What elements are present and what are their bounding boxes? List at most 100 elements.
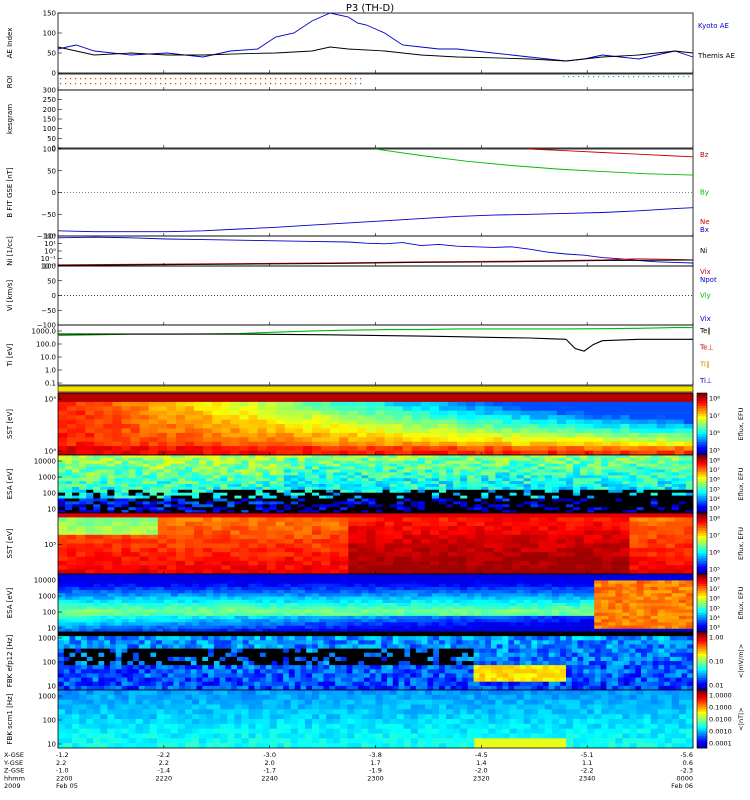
spectrogram-cell [530,492,539,496]
spectrogram-cell [85,428,95,434]
spectrogram-cell [269,463,278,467]
spectrogram-cell [656,450,667,456]
sst2-colorbar-label: 10⁷ [709,532,720,540]
esa1-colorbar-cell [697,464,707,468]
spectrogram-cell [484,406,494,412]
spectrogram-cell [276,606,285,610]
spectrogram-cell [446,475,454,479]
spectrogram-cell [375,615,383,620]
spectrogram-cell [163,498,172,502]
spectrogram-cell [354,507,362,511]
roi-dot [245,83,247,85]
spectrogram-cell [79,615,87,620]
spectrogram-cell [220,501,228,505]
spectrogram-cell [375,489,383,494]
spectrogram-cell [529,513,540,518]
spectrogram-cell [620,539,630,544]
spectrogram-cell [674,393,685,398]
spectrogram-cell [396,498,405,502]
spectrogram-cell [520,539,531,544]
spectrogram-cell [330,534,340,540]
spectrogram-cell [538,393,549,398]
spectrogram-cell [128,504,137,508]
density-ylabel: Ni [1/cc] [6,236,14,266]
spectrogram-cell [290,466,299,470]
spectrogram-cell [326,472,334,476]
spectrogram-cell [212,428,222,434]
spectrogram-cell [156,628,165,633]
spectrogram-cell [312,492,320,496]
spectrogram-cell [304,609,313,613]
spectrogram-cell [321,446,331,451]
spectrogram-cell [333,590,341,594]
spectrogram-cell [393,406,404,412]
spectrogram-cell [573,501,581,505]
spectrogram-cell [248,612,256,617]
spectrogram-cell [368,510,376,514]
spectrogram-cell [366,547,376,553]
spectrogram-cell [357,547,367,553]
spectrogram-cell [312,484,320,488]
spectrogram-cell [248,596,256,601]
spectrogram-cell [213,606,221,610]
spectrogram-cell [241,590,249,594]
spectrogram-cell [76,517,86,523]
spectrogram-cell [347,469,355,473]
spectrogram-cell [375,510,383,514]
spectrogram-cell [446,455,454,459]
spectrogram-cell [339,397,349,403]
spectrogram-cell [304,481,313,485]
esa1-colorbar-label: 10³ [709,505,720,513]
spectrogram-cell [608,486,616,491]
spectrogram-cell [192,619,200,623]
spectrogram-cell [192,484,200,488]
spectrogram-cell [275,565,286,571]
spectrogram-cell [257,543,268,549]
spectrogram-cell [227,583,235,588]
spectrogram-cell [241,478,249,482]
roi-dot [140,78,142,80]
spectrogram-cell [269,609,278,613]
roi-dot [678,76,680,78]
spectrogram-cell [107,486,115,491]
spectrogram-cell [685,478,694,482]
spectrogram-cell [643,492,652,496]
spectrogram-cell [284,397,295,403]
spectrogram-cell [85,530,95,536]
spectrogram-cell [312,628,320,633]
spectrogram-cell [142,457,151,462]
spectrogram-cell [429,526,440,531]
spectrogram-cell [493,517,503,523]
roi-dot [325,78,327,80]
spectrogram-cell [439,530,449,536]
sst1-ytick-label: 10⁵ [44,396,56,404]
spectrogram-cell [608,478,616,482]
spectrogram-cell [290,574,299,578]
roi-dot [345,78,347,80]
spectrogram-cell [424,484,433,488]
spectrogram-cell [192,478,200,482]
spectrogram-cell [683,556,694,562]
spectrogram-cell [241,510,249,514]
spectrogram-cell [537,455,546,459]
spectrogram-cell [488,475,496,479]
spectrogram-cell [566,446,576,451]
spectrogram-cell [403,510,412,514]
sst2-colorbar-label: 10⁸ [709,515,720,523]
spectrogram-cell [544,463,553,467]
spectrogram-cell [340,590,348,594]
spectrogram-cell [448,441,458,447]
spectrogram-cell [587,469,595,473]
spectrogram-cell [384,560,395,566]
spectrogram-cell [220,463,228,467]
spectrogram-cell [493,556,503,562]
spectrogram-cell [185,574,193,578]
spectrogram-cell [76,419,86,425]
spectrogram-cell [283,472,292,476]
spectrogram-cell [276,507,285,511]
spectrogram-cell [248,498,256,502]
spectrogram-cell [530,457,539,462]
spectrogram-cell [220,593,228,597]
spectrogram-cell [230,450,240,456]
spectrogram-cell [170,469,179,473]
